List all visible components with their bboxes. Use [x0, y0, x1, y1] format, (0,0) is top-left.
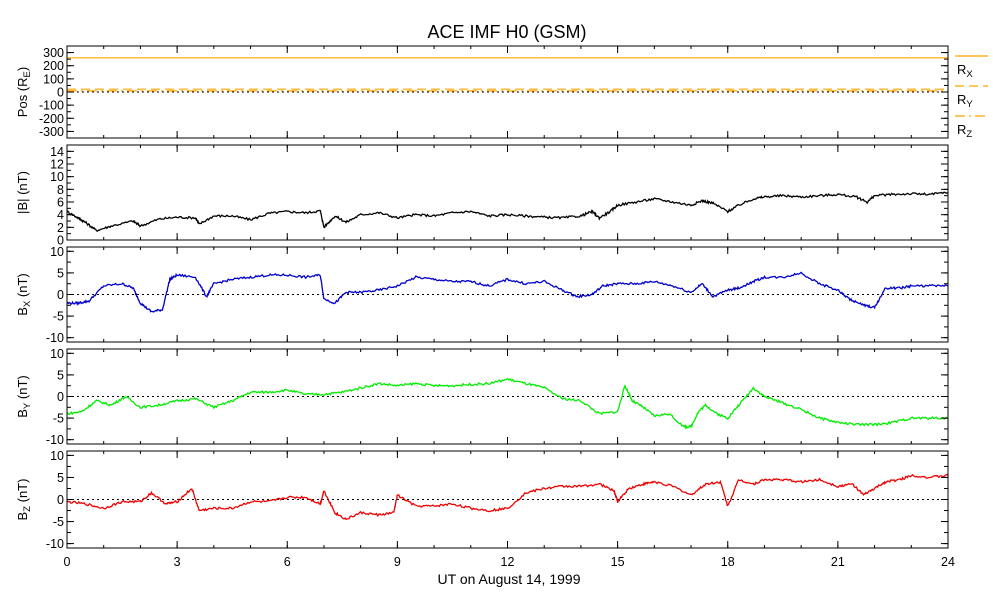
y-tick-label-bz: 5: [57, 471, 64, 485]
y-tick-label-pos: 0: [57, 86, 64, 100]
y-axis-label-pos: Pos (RE): [15, 67, 33, 117]
series-line-bz: [67, 473, 948, 521]
panel-bz: -10 -5 0 5 10 BZ (nT): [15, 449, 949, 551]
y-tick-label-pos: 100: [43, 72, 64, 86]
y-axis-label-by: BY (nT): [15, 375, 33, 417]
y-tick-label-bmag: 10: [50, 170, 64, 184]
panel-frame-bmag: [66, 144, 949, 241]
x-tick-label: 18: [721, 555, 735, 569]
x-tick-label: 24: [941, 555, 955, 569]
y-tick-label-bmag: 4: [57, 208, 64, 222]
y-tick-label-by: 10: [50, 347, 64, 361]
panel-bx: -10 -5 0 5 10 BX (nT): [15, 245, 949, 345]
y-tick-label-by: -10: [46, 433, 64, 447]
y-tick-label-pos: -300: [39, 125, 64, 139]
y-tick-label-by: 0: [57, 390, 64, 404]
y-tick-label-pos: -100: [39, 99, 64, 113]
x-tick-label: 6: [284, 555, 291, 569]
y-axis-label-bz: BZ (nT): [15, 479, 33, 521]
y-tick-label-bx: 0: [57, 288, 64, 302]
y-tick-label-bmag: 0: [57, 234, 64, 248]
y-tick-label-bx: -5: [53, 310, 64, 324]
y-tick-label-bz: -5: [53, 515, 64, 529]
panel-by: -10 -5 0 5 10 BY (nT): [15, 347, 949, 447]
y-tick-label-bmag: 2: [57, 221, 64, 235]
y-tick-label-bx: -10: [46, 331, 64, 345]
y-tick-label-pos: -200: [39, 112, 64, 126]
series-line-bmag: [67, 191, 948, 233]
y-tick-label-pos: 200: [43, 59, 64, 73]
y-tick-label-bx: 5: [57, 266, 64, 280]
x-tick-label: 15: [611, 555, 625, 569]
x-tick-label: 3: [174, 555, 181, 569]
y-tick-label-by: -5: [53, 412, 64, 426]
legend-label-y: RY: [957, 92, 973, 110]
legend-label-z: RZ: [957, 122, 972, 140]
x-axis: 0 3 6 9 12 15 18 21 24: [64, 555, 955, 569]
y-axis-label-bx: BX (nT): [15, 273, 33, 315]
x-tick-label: 0: [64, 555, 71, 569]
y-tick-label-bmag: 12: [50, 158, 64, 172]
y-tick-label-bx: 10: [50, 245, 64, 259]
y-tick-label-bz: -10: [46, 537, 64, 551]
y-tick-label-bmag: 6: [57, 196, 64, 210]
series-line-by: [67, 377, 948, 430]
y-tick-label-by: 5: [57, 368, 64, 382]
y-tick-label-bmag: 8: [57, 183, 64, 197]
x-tick-label: 21: [831, 555, 845, 569]
y-tick-label-pos: 300: [43, 46, 64, 60]
y-tick-label-bz: 10: [50, 449, 64, 463]
chart-title: ACE IMF H0 (GSM): [427, 22, 586, 42]
y-tick-label-bmag: 14: [50, 145, 64, 159]
series-line-bx: [67, 271, 948, 313]
y-axis-label-bmag: |B| (nT): [15, 171, 30, 214]
y-tick-label-bz: 0: [57, 493, 64, 507]
x-tick-label: 12: [501, 555, 515, 569]
position-legend: RX RY RZ: [955, 55, 988, 140]
legend-label-x: RX: [957, 62, 973, 80]
x-tick-label: 9: [394, 555, 401, 569]
x-axis-label: UT on August 14, 1999: [438, 571, 581, 587]
